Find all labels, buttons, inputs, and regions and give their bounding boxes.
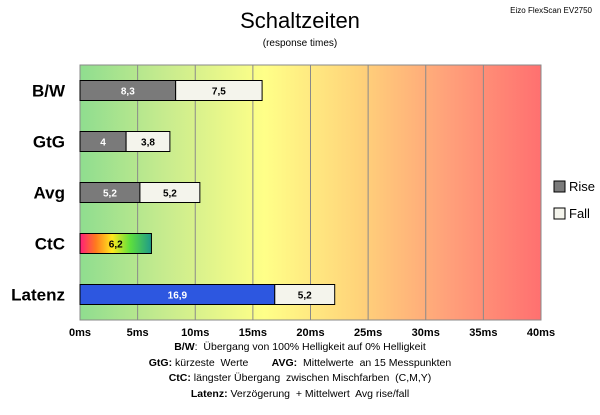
- bar-ctc-seg-2: [79, 233, 152, 254]
- bar-latenz-seg-4: [274, 284, 336, 305]
- x-axis-ticks: 0ms 5ms 10ms 15ms 20ms 25ms 30ms 35ms 40ms: [69, 327, 555, 339]
- x-tick-label: 35ms: [469, 327, 497, 339]
- x-tick-label: 10ms: [181, 327, 209, 339]
- bar-gtg-seg-1: [125, 131, 171, 152]
- bars: 8,3 7,5 4 3,8 5,2 5,2 6,2 16,9 5,2: [79, 80, 336, 305]
- bar-bw-seg-1: [175, 80, 263, 101]
- bar-value-label: 4: [100, 138, 106, 149]
- x-tick-label: 25ms: [354, 327, 382, 339]
- note-latenz: Latenz: Verzögerung + Mittelwert Avg ris…: [0, 387, 600, 403]
- note-ctc-text: längster Übergang zwischen Mischfarben (…: [190, 372, 432, 384]
- footnotes: B/W: Übergang von 100% Helligkeit auf 0%…: [0, 340, 600, 402]
- x-tick-label: 15ms: [239, 327, 267, 339]
- note-gtg-key: GtG:: [148, 356, 173, 369]
- legend: Rise Fall: [553, 179, 595, 221]
- bar-avg-seg-1: [139, 182, 201, 203]
- note-bw-text: : Übergang von 100% Helligkeit auf 0% He…: [194, 341, 426, 353]
- response-time-chart: Schaltzeiten (response times) Eizo FlexS…: [11, 6, 595, 339]
- x-tick-label: 0ms: [69, 327, 91, 339]
- note-bw: B/W: Übergang von 100% Helligkeit auf 0%…: [0, 340, 600, 356]
- category-label: GtG: [33, 133, 65, 152]
- bar-value-label: 5,2: [103, 189, 117, 200]
- note-gtg-text: kürzeste Werte: [172, 356, 272, 369]
- bar-value-label: 5,2: [298, 291, 312, 302]
- chart-title: Schaltzeiten: [240, 8, 360, 33]
- legend-swatch-fall: [553, 207, 566, 220]
- category-label: Latenz: [11, 286, 65, 305]
- bar-value-label: 5,2: [163, 189, 177, 200]
- monitor-model: Eizo FlexScan EV2750: [510, 6, 592, 15]
- x-tick-label: 40ms: [527, 327, 555, 339]
- note-latenz-text: Verzögerung + Mittelwert Avg rise/fall: [227, 387, 410, 400]
- legend-swatch-rise: [553, 180, 566, 193]
- note-gtg-avg: GtG: kürzeste Werte AVG: Mittelwerte an …: [0, 356, 600, 372]
- legend-label-rise: Rise: [569, 179, 595, 194]
- chart-subtitle: (response times): [263, 38, 337, 49]
- note-avg-key: AVG:: [271, 356, 298, 369]
- category-labels: B/W GtG Avg CtC Latenz: [11, 82, 66, 305]
- category-label: B/W: [32, 82, 66, 101]
- note-bw-key: B/W: [174, 341, 195, 353]
- bar-value-label: 7,5: [212, 87, 226, 98]
- x-tick-label: 30ms: [412, 327, 440, 339]
- bar-value-label: 6,2: [109, 240, 123, 251]
- note-avg-text: Mittelwerte an 15 Messpunkten: [297, 356, 452, 369]
- x-tick-label: 20ms: [296, 327, 324, 339]
- bar-value-label: 8,3: [121, 87, 135, 98]
- note-ctc-key: CtC:: [168, 372, 191, 384]
- bar-value-label: 16,9: [168, 291, 188, 302]
- legend-label-fall: Fall: [569, 206, 590, 221]
- bar-value-label: 3,8: [141, 138, 155, 149]
- note-latenz-key: Latenz:: [190, 387, 228, 400]
- category-label: Avg: [34, 184, 66, 203]
- note-ctc: CtC: längster Übergang zwischen Mischfar…: [0, 371, 600, 387]
- x-tick-label: 5ms: [127, 327, 149, 339]
- category-label: CtC: [35, 235, 65, 254]
